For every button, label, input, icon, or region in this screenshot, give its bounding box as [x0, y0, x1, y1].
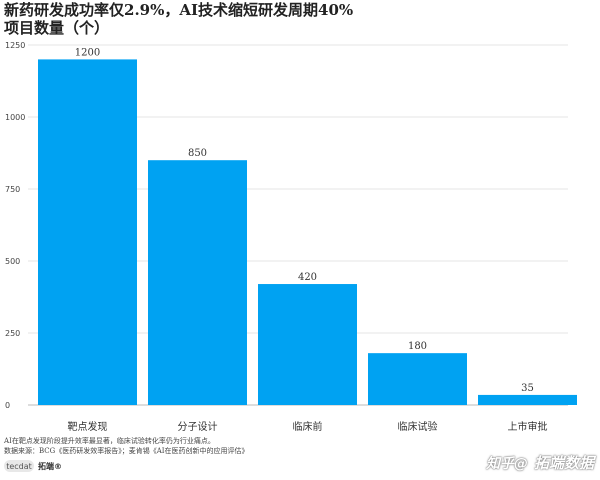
bar	[38, 59, 137, 406]
x-tick-label: 靶点发现	[68, 420, 108, 433]
y-tick-label: 1250	[5, 41, 25, 50]
y-tick-label: 500	[5, 257, 20, 266]
chart-note: AI在靶点发现阶段提升效率最显著，临床试验转化率仍为行业痛点。	[4, 437, 215, 445]
y-tick-label: 250	[5, 329, 20, 338]
watermark-brand: 拓端数据	[533, 454, 594, 472]
y-tick-label: 750	[5, 185, 20, 194]
y-axis-title: 项目数量（个）	[4, 19, 110, 37]
data-label: 1200	[75, 47, 100, 58]
bar	[258, 284, 357, 405]
data-label: 420	[298, 272, 317, 283]
chart-title: 新药研发成功率仅2.9%，AI技术缩短研发周期40%	[4, 1, 354, 19]
x-tick-label: 分子设计	[178, 420, 218, 433]
tecdat-logo: tecdat 拓端®	[4, 460, 62, 472]
y-tick-label: 1000	[5, 113, 25, 122]
watermark-zhihu: 知乎@	[485, 455, 528, 472]
watermark: 知乎@ 拓端数据	[486, 452, 594, 473]
x-tick-label: 临床试验	[398, 420, 438, 433]
x-tick-label: 临床前	[293, 420, 323, 433]
bar	[148, 160, 247, 405]
data-source-note: 数据来源：BCG《医药研发效率报告》；麦肯锡《AI在医药创新中的应用评估》	[4, 447, 249, 455]
bar	[478, 394, 577, 405]
y-tick-label: 0	[5, 401, 10, 410]
x-tick-label: 上市审批	[508, 420, 548, 433]
bar	[368, 353, 467, 405]
tecdat-logo-mark: tecdat	[4, 460, 34, 472]
data-label: 180	[408, 341, 427, 352]
data-label: 35	[521, 383, 534, 394]
tecdat-logo-cn: 拓端®	[38, 461, 62, 471]
data-label: 850	[188, 148, 207, 159]
